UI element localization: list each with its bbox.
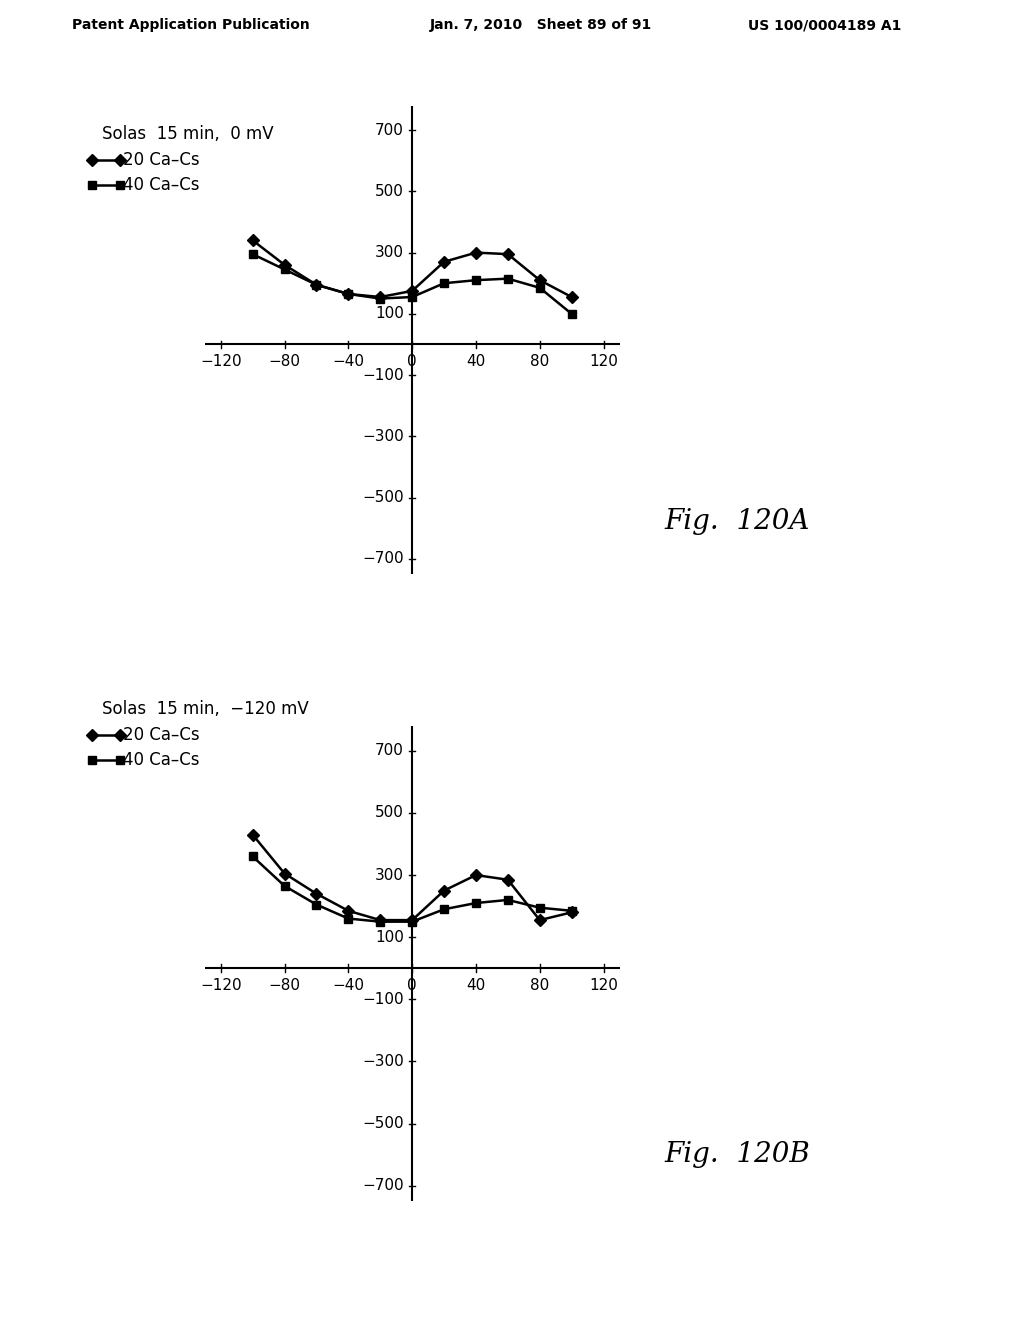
40 Ca–Cs [406, 289, 418, 305]
Text: 500: 500 [375, 805, 403, 821]
20 Ca–Cs [502, 247, 514, 263]
20 Ca–Cs [279, 257, 291, 273]
20 Ca–Cs [247, 232, 259, 248]
20 Ca–Cs [470, 867, 482, 883]
Line: 40 Ca–Cs: 40 Ca–Cs [249, 249, 575, 318]
Line: 40 Ca–Cs: 40 Ca–Cs [249, 853, 575, 925]
40 Ca–Cs [374, 913, 386, 929]
Text: Jan. 7, 2010   Sheet 89 of 91: Jan. 7, 2010 Sheet 89 of 91 [430, 18, 652, 32]
Text: −500: −500 [362, 490, 403, 506]
Text: US 100/0004189 A1: US 100/0004189 A1 [748, 18, 901, 32]
20 Ca–Cs [310, 886, 323, 902]
Text: −40: −40 [333, 978, 365, 993]
Text: 700: 700 [375, 743, 403, 759]
Text: −300: −300 [362, 429, 403, 444]
Text: −500: −500 [362, 1115, 403, 1131]
40 Ca–Cs [534, 900, 546, 916]
Text: −700: −700 [362, 552, 403, 566]
Text: 80: 80 [530, 354, 550, 368]
Text: 500: 500 [375, 183, 403, 199]
Text: 0: 0 [408, 354, 417, 368]
20 Ca–Cs [342, 903, 354, 919]
40 Ca–Cs [438, 902, 451, 917]
Text: 300: 300 [375, 867, 403, 883]
40 Ca–Cs [470, 895, 482, 911]
Text: Fig.  120A: Fig. 120A [665, 508, 810, 535]
20 Ca–Cs [247, 826, 259, 842]
40 Ca–Cs [310, 277, 323, 293]
Text: −80: −80 [268, 978, 301, 993]
Text: 100: 100 [375, 929, 403, 945]
Text: 700: 700 [375, 123, 403, 137]
Text: −300: −300 [362, 1053, 403, 1069]
Line: 20 Ca–Cs: 20 Ca–Cs [249, 830, 575, 924]
40 Ca–Cs [565, 903, 578, 919]
40 Ca–Cs [342, 286, 354, 302]
Text: −100: −100 [362, 368, 403, 383]
20 Ca–Cs [438, 253, 451, 269]
40 Ca–Cs [374, 290, 386, 306]
Text: Patent Application Publication: Patent Application Publication [72, 18, 309, 32]
Text: 20 Ca–Cs: 20 Ca–Cs [123, 726, 200, 744]
20 Ca–Cs [534, 272, 546, 288]
40 Ca–Cs [247, 247, 259, 263]
40 Ca–Cs [470, 272, 482, 288]
40 Ca–Cs [406, 913, 418, 929]
Text: 80: 80 [530, 978, 550, 993]
20 Ca–Cs [374, 289, 386, 305]
Text: 40: 40 [466, 354, 485, 368]
Text: Fig.  120B: Fig. 120B [665, 1142, 810, 1168]
20 Ca–Cs [565, 904, 578, 920]
40 Ca–Cs [534, 280, 546, 296]
Text: −100: −100 [362, 991, 403, 1007]
40 Ca–Cs [502, 892, 514, 908]
Text: −120: −120 [200, 978, 242, 993]
40 Ca–Cs [438, 276, 451, 292]
Text: −120: −120 [200, 354, 242, 368]
20 Ca–Cs [565, 289, 578, 305]
20 Ca–Cs [438, 883, 451, 899]
40 Ca–Cs [342, 911, 354, 927]
Text: 40 Ca–Cs: 40 Ca–Cs [123, 751, 200, 770]
Text: Solas  15 min,  −120 mV: Solas 15 min, −120 mV [102, 700, 309, 718]
20 Ca–Cs [279, 866, 291, 882]
Text: 120: 120 [589, 354, 618, 368]
40 Ca–Cs [279, 878, 291, 894]
Text: 40 Ca–Cs: 40 Ca–Cs [123, 176, 200, 194]
Text: −80: −80 [268, 354, 301, 368]
Text: −700: −700 [362, 1179, 403, 1193]
Text: 120: 120 [589, 978, 618, 993]
40 Ca–Cs [565, 306, 578, 322]
20 Ca–Cs [470, 244, 482, 260]
20 Ca–Cs [406, 912, 418, 928]
20 Ca–Cs [502, 871, 514, 887]
20 Ca–Cs [310, 277, 323, 293]
20 Ca–Cs [534, 912, 546, 928]
20 Ca–Cs [406, 282, 418, 298]
20 Ca–Cs [342, 286, 354, 302]
40 Ca–Cs [247, 849, 259, 865]
40 Ca–Cs [279, 261, 291, 277]
40 Ca–Cs [502, 271, 514, 286]
Text: 100: 100 [375, 306, 403, 321]
Text: 40: 40 [466, 978, 485, 993]
Text: 0: 0 [408, 978, 417, 993]
Text: 300: 300 [375, 246, 403, 260]
Text: Solas  15 min,  0 mV: Solas 15 min, 0 mV [102, 125, 274, 143]
Text: 20 Ca–Cs: 20 Ca–Cs [123, 150, 200, 169]
20 Ca–Cs [374, 912, 386, 928]
Line: 20 Ca–Cs: 20 Ca–Cs [249, 236, 575, 301]
40 Ca–Cs [310, 896, 323, 912]
Text: −40: −40 [333, 354, 365, 368]
